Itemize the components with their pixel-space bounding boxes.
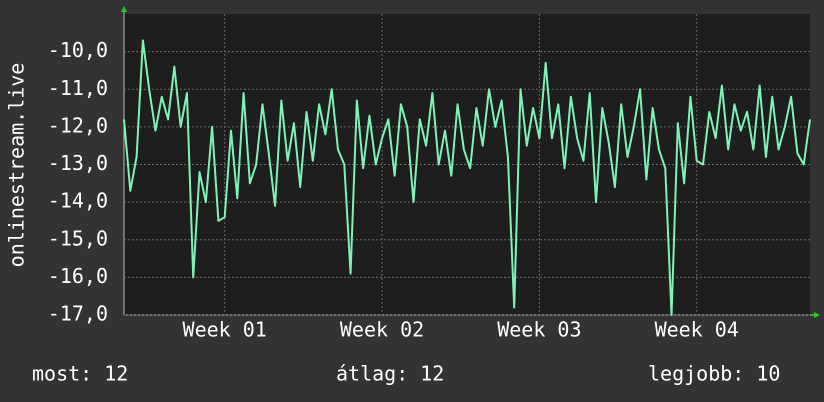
y-tick-label: -11,0 <box>48 76 108 100</box>
y-tick-label: -15,0 <box>48 226 108 250</box>
y-tick-label: -14,0 <box>48 189 108 213</box>
stat-label: átlag: <box>336 362 408 386</box>
y-tick-label: -13,0 <box>48 151 108 175</box>
series <box>123 39 811 316</box>
plot-area <box>124 14 810 315</box>
stat-value: 12 <box>104 362 128 386</box>
x-tick-label: Week 04 <box>655 318 739 342</box>
x-tick-label: Week 01 <box>183 318 267 342</box>
stat-value: 10 <box>756 362 780 386</box>
y-axis-arrow <box>121 6 127 12</box>
x-axis-arrow <box>814 312 820 318</box>
y-tick-label: -12,0 <box>48 113 108 137</box>
y-tick-label: -16,0 <box>48 264 108 288</box>
x-tick-label: Week 02 <box>340 318 424 342</box>
x-tick-label: Week 03 <box>497 318 581 342</box>
stat-value: 12 <box>420 362 444 386</box>
stat-label: most: <box>32 362 92 386</box>
stat-label: legjobb: <box>648 362 744 386</box>
y-axis-label: onlinestream.live <box>5 63 29 268</box>
data-line <box>123 39 811 316</box>
y-tick-label: -10,0 <box>48 38 108 62</box>
y-tick-label: -17,0 <box>48 302 108 326</box>
labels: -17,0 -16,0 -15,0 -14,0 -13,0 -12,0 -11,0 -10,0… <box>32 38 780 385</box>
